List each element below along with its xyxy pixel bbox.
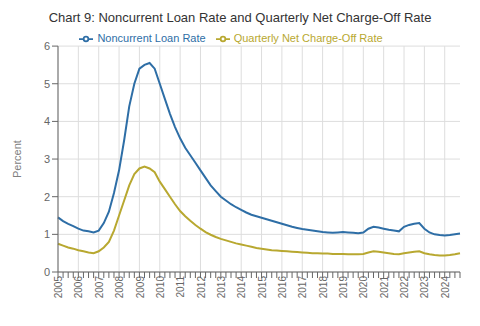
svg-text:2023: 2023 <box>419 276 430 299</box>
svg-text:2014: 2014 <box>236 276 247 299</box>
svg-text:2005: 2005 <box>53 276 64 299</box>
svg-text:2: 2 <box>44 191 50 203</box>
svg-text:4: 4 <box>44 115 50 127</box>
svg-text:2010: 2010 <box>155 276 166 299</box>
html-text:Noncurrent Loan Rate: Noncurrent Loan Rate <box>97 32 206 44</box>
svg-text:2007: 2007 <box>94 276 105 299</box>
svg-text:2015: 2015 <box>257 276 268 299</box>
svg-text:2012: 2012 <box>196 276 207 299</box>
svg-text:5: 5 <box>44 78 50 90</box>
svg-text:Percent: Percent <box>11 140 23 178</box>
svg-text:3: 3 <box>44 153 50 165</box>
svg-text:2008: 2008 <box>114 276 125 299</box>
html-text:Quarterly Net Charge-Off Rate: Quarterly Net Charge-Off Rate <box>233 32 383 44</box>
svg-text:2020: 2020 <box>358 276 369 299</box>
svg-text:2006: 2006 <box>73 276 84 299</box>
svg-text:0: 0 <box>44 266 50 278</box>
svg-text:2016: 2016 <box>277 276 288 299</box>
svg-text:2022: 2022 <box>399 276 410 299</box>
svg-text:2018: 2018 <box>318 276 329 299</box>
svg-text:2019: 2019 <box>338 276 349 299</box>
svg-text:2017: 2017 <box>297 276 308 299</box>
svg-text:2021: 2021 <box>379 276 390 299</box>
svg-text:2011: 2011 <box>175 276 186 298</box>
svg-text:2024: 2024 <box>440 276 451 299</box>
svg-text:1: 1 <box>44 228 50 240</box>
html-text:Chart 9: Noncurrent Loan Rate: Chart 9: Noncurrent Loan Rate and Quarte… <box>48 10 432 25</box>
svg-text:6: 6 <box>44 40 50 52</box>
svg-text:2009: 2009 <box>135 276 146 299</box>
svg-text:2013: 2013 <box>216 276 227 299</box>
